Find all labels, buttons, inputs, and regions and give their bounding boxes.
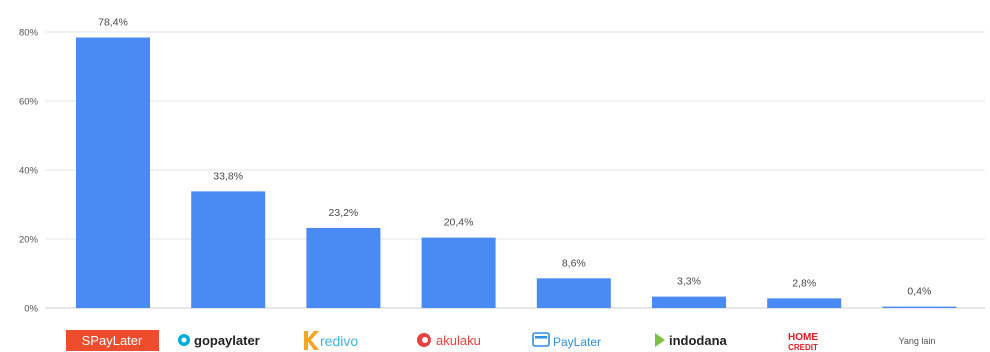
kredivo-text: redivo (320, 333, 358, 349)
data-label: 20,4% (444, 217, 474, 229)
y-tick-label: 0% (24, 304, 38, 315)
data-label: 8,6% (562, 257, 586, 269)
bar (191, 191, 266, 308)
grid-layer (45, 31, 985, 309)
bar (652, 296, 726, 308)
data-label: 33,8% (213, 170, 243, 182)
logo-paylater: PayLater (532, 332, 601, 349)
kredivo-k-icon (304, 331, 319, 350)
bar (767, 298, 842, 308)
bar (306, 227, 381, 308)
gopaylater-text: gopaylater (194, 333, 260, 348)
data-label: 3,3% (677, 276, 701, 288)
bar (76, 37, 150, 309)
other-text: Yang lain (899, 336, 936, 346)
x-axis-logos: SPayLater gopaylater redivo akulaku PayL… (66, 330, 935, 352)
paylater-text: PayLater (553, 335, 601, 349)
data-label: 23,2% (329, 207, 359, 219)
y-tick-label: 40% (19, 166, 39, 177)
y-tick-label: 60% (19, 97, 39, 108)
paylater-card-stripe (535, 336, 547, 339)
indodana-text: indodana (669, 333, 728, 348)
y-tick-label: 80% (19, 28, 39, 39)
gopay-circle-icon-inner (181, 337, 187, 343)
data-labels: 78,4% 33,8% 23,2% 20,4% 8,6% 3,3% 2,8% 0,4% (98, 17, 931, 298)
akulaku-text: akulaku (436, 333, 481, 348)
logo-other: Yang lain (899, 336, 936, 346)
data-label: 0,4% (907, 286, 931, 298)
bar (421, 237, 496, 308)
homecredit-text-line1: HOME (788, 332, 818, 343)
indodana-arrow-icon (655, 333, 665, 347)
logo-akulaku: akulaku (417, 333, 481, 348)
logo-homecredit: HOME CREDIT (788, 332, 818, 352)
akulaku-swirl-icon-inner (422, 337, 428, 343)
logo-indodana: indodana (655, 333, 728, 348)
spaylater-badge (66, 330, 159, 351)
bar (882, 306, 957, 308)
spaylater-text: SPayLater (82, 333, 143, 348)
data-label: 78,4% (98, 17, 128, 29)
bar (536, 278, 611, 308)
logo-kredivo: redivo (304, 331, 358, 350)
bars (76, 37, 957, 309)
logo-spaylater: SPayLater (66, 330, 159, 351)
homecredit-text-line2: CREDIT (788, 343, 818, 352)
y-tick-label: 20% (19, 235, 39, 246)
paylater-card-icon (532, 332, 550, 347)
data-label: 2,8% (792, 277, 816, 289)
logo-gopaylater: gopaylater (178, 333, 260, 348)
y-axis-ticks: 0% 20% 40% 60% 80% (19, 28, 39, 315)
